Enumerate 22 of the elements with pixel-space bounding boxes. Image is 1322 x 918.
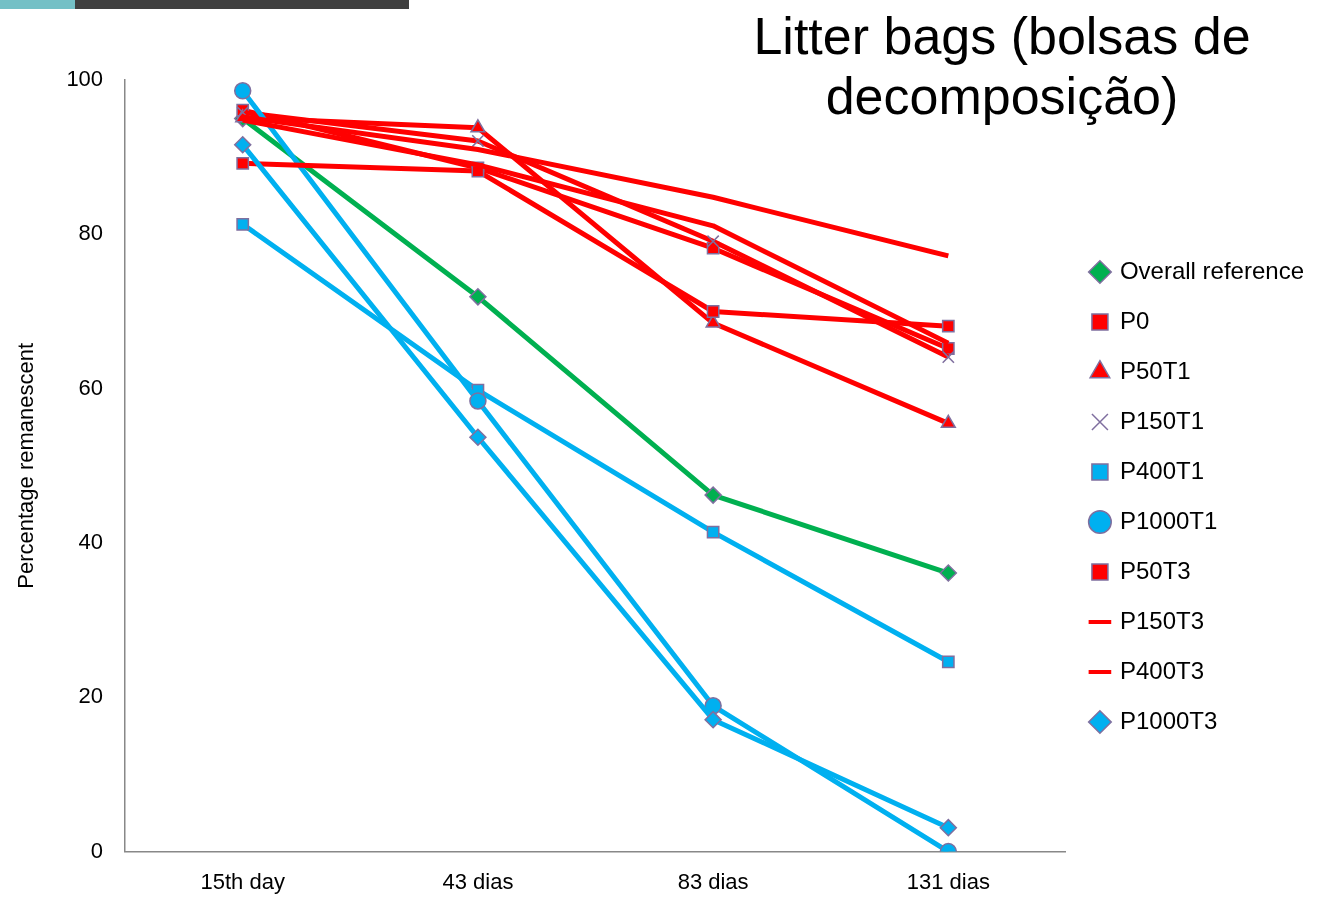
legend-label: P1000T1 [1119, 506, 1218, 534]
y-tick-label: 60 [78, 374, 104, 400]
legend-label: P1000T3 [1119, 706, 1218, 734]
x-tick-label: 83 dias [677, 868, 749, 894]
y-tick-label: 100 [66, 66, 104, 92]
legend-label: P50T3 [1119, 556, 1191, 584]
legend-label: Overall reference [1119, 256, 1304, 284]
x-tick-label: 43 dias [442, 868, 514, 894]
legend-label: P50T1 [1119, 356, 1191, 384]
y-tick-label: 0 [90, 837, 104, 863]
legend-label: P150T1 [1119, 406, 1204, 434]
y-axis-title: Percentage remanescent [13, 342, 39, 589]
x-tick-label: 15th day [200, 868, 285, 894]
legend-label: P400T3 [1119, 656, 1204, 684]
y-tick-label: 20 [78, 683, 104, 709]
legend-label: P400T1 [1119, 456, 1204, 484]
chart-title: Litter bags (bolsas de decomposição) [752, 6, 1252, 126]
y-tick-label: 80 [78, 220, 104, 246]
legend-label: P150T3 [1119, 606, 1204, 634]
legend-label: P0 [1119, 306, 1150, 334]
x-tick-label: 131 dias [906, 868, 990, 894]
y-tick-label: 40 [78, 529, 104, 555]
